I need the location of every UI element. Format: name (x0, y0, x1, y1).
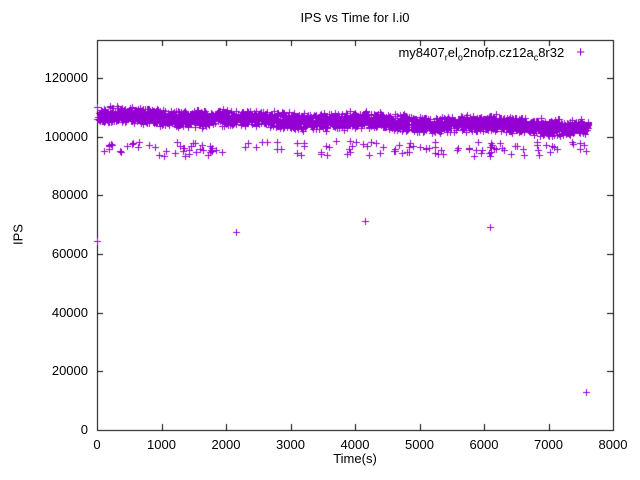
y-tick-label: 100000 (44, 128, 88, 144)
y-tick-label: 60000 (51, 246, 88, 262)
legend: my8407relo2nofp.cz12ac8r32 + (398, 44, 585, 63)
legend-label: my8407relo2nofp.cz12ac8r32 (398, 45, 565, 63)
y-tick-label: 120000 (44, 70, 88, 86)
x-tick-label: 3000 (276, 437, 305, 452)
x-axis-label: Time(s) (333, 451, 377, 466)
x-tick-label: 6000 (469, 437, 499, 452)
x-tick-label: 2000 (211, 437, 241, 452)
x-tick-label: 1000 (147, 437, 176, 452)
x-tick-label: 5000 (405, 437, 434, 452)
y-tick-label: 20000 (51, 363, 88, 379)
x-tick-label: 8000 (598, 437, 628, 452)
y-tick-label: 40000 (51, 304, 88, 320)
y-tick-label: 0 (80, 422, 88, 437)
x-tick-label: 4000 (340, 437, 370, 452)
x-tick-label: 0 (93, 437, 101, 452)
chart-title: IPS vs Time for I.i0 (300, 10, 410, 25)
legend-marker-icon: + (576, 44, 585, 61)
x-tick-label: 7000 (534, 437, 563, 452)
y-tick-label: 80000 (51, 187, 88, 203)
